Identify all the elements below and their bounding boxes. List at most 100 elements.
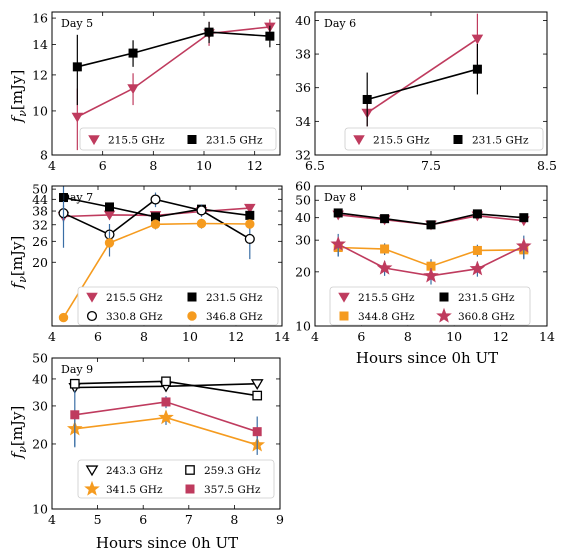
- legend-marker: [439, 292, 449, 302]
- series-layer: [57, 186, 256, 323]
- series-215-5-ghz: [361, 13, 484, 127]
- series-259-3-ghz: [69, 376, 263, 401]
- data-point: [58, 312, 69, 323]
- x-tick-label: 7.5: [421, 158, 441, 173]
- data-point: [72, 62, 82, 72]
- plot-frame: [51, 185, 283, 327]
- series-341-5-ghz: [66, 409, 266, 455]
- legend-label: 231.5 GHz: [206, 134, 263, 146]
- x-tick-label: 5: [94, 512, 102, 527]
- x-tick-label: 4: [48, 329, 56, 344]
- plot-frame: [314, 185, 548, 327]
- x-tick-label: 10: [182, 329, 198, 344]
- series-line: [366, 38, 478, 114]
- plot-frame: [51, 11, 281, 156]
- legend-box: [329, 286, 531, 326]
- legend-marker: [436, 307, 452, 323]
- legend-marker: [187, 311, 197, 321]
- legend-label: 346.8 GHz: [206, 311, 263, 323]
- legend-marker: [185, 465, 195, 475]
- data-point: [380, 214, 390, 224]
- data-point: [265, 31, 275, 41]
- data-point: [244, 203, 256, 214]
- data-point: [70, 410, 80, 420]
- legend-marker: [88, 135, 100, 146]
- data-point: [515, 237, 532, 253]
- legend-marker: [187, 292, 197, 302]
- legend: 243.3 GHz 259.3 GHz 341.5 GHz 357.5 GHz: [77, 459, 275, 499]
- legend-marker: [338, 292, 350, 303]
- legend-label: 357.5 GHz: [204, 484, 261, 496]
- legend-marker: [185, 484, 195, 494]
- series-line: [77, 31, 270, 68]
- legend-marker: [86, 292, 98, 303]
- x-tick-label: 8: [230, 512, 238, 527]
- y-tick-label: 60: [295, 179, 311, 194]
- x-tick-label: 4: [48, 512, 56, 527]
- legend-label: 330.8 GHz: [106, 311, 163, 323]
- legend-label: 360.8 GHz: [458, 311, 515, 323]
- data-point: [150, 219, 161, 229]
- panel-day-6: 6.5 7.5 8.5 32 34 36 38 40 Day 6 215.5 GHz 231.5 G…: [295, 11, 557, 173]
- svg-text:fν[mJy]: fν[mJy]: [8, 236, 29, 290]
- series-346-8-ghz: [58, 186, 255, 323]
- svg-text:fν[mJy]: fν[mJy]: [8, 406, 29, 460]
- legend-label: 344.8 GHz: [358, 311, 415, 323]
- data-point: [471, 34, 484, 45]
- data-point: [362, 94, 372, 104]
- legend: 215.5 GHz 231.5 GHz 330.8 GHz 346.8 GHz: [77, 286, 279, 326]
- data-point: [104, 238, 115, 248]
- y-tick-label: 44: [32, 192, 48, 207]
- legend-label: 341.5 GHz: [106, 484, 163, 496]
- y-tick-label: 38: [32, 204, 48, 219]
- series-360-8-ghz: [330, 233, 532, 285]
- ylabel-row3: fν[mJy]: [8, 406, 29, 460]
- legend-marker: [84, 480, 100, 496]
- x-tick-label: 14: [539, 329, 555, 344]
- series-231-5-ghz: [72, 21, 275, 106]
- data-point: [158, 409, 174, 425]
- x-tick-label: 4: [311, 329, 319, 344]
- y-tick-label: 36: [295, 80, 311, 95]
- panel-day-5: 4 6 8 10 12 8 10 12 14 16 Day 5 215.5 GHz 231.5 GHz: [32, 11, 281, 173]
- panel-day-9: 4 5 6 7 8 9 10 20 30 40 50 Day 9 243.3 GHz 259.3 GHz 3…: [32, 351, 284, 528]
- data-point: [69, 378, 80, 389]
- plot-frame: [51, 357, 281, 510]
- x-tick-label: 10: [196, 158, 212, 173]
- data-point: [472, 209, 482, 219]
- data-point: [161, 376, 171, 387]
- legend: 215.5 GHz 231.5 GHz: [79, 127, 277, 151]
- xlabel-day9: Hours since 0h UT: [96, 534, 238, 552]
- legend-label: 215.5 GHz: [106, 292, 163, 304]
- y-tick-label: 10: [295, 319, 311, 334]
- data-point: [161, 397, 171, 407]
- legend-marker: [339, 311, 349, 321]
- y-tick-label: 32: [295, 148, 311, 163]
- series-layer: [361, 13, 484, 127]
- y-tick-label: 40: [32, 371, 48, 386]
- legend-label: 215.5 GHz: [108, 134, 165, 146]
- x-tick-label: 8.5: [537, 158, 557, 173]
- y-tick-label: 20: [32, 436, 48, 451]
- x-tick-label: 8: [404, 329, 412, 344]
- data-point: [250, 379, 264, 391]
- x-tick-label: 14: [274, 329, 290, 344]
- legend-box: [77, 286, 279, 326]
- data-point: [245, 219, 255, 229]
- legend-marker: [187, 135, 197, 145]
- panel-day-label: Day 9: [61, 363, 93, 376]
- data-point: [71, 112, 84, 123]
- data-point: [330, 235, 347, 251]
- data-point: [127, 84, 139, 95]
- y-tick-label: 14: [32, 37, 48, 52]
- series-357-5-ghz: [70, 390, 262, 450]
- y-tick-label: 16: [32, 11, 48, 26]
- x-tick-label: 12: [228, 329, 244, 344]
- x-tick-label: 6: [139, 512, 147, 527]
- plot-frame: [314, 11, 548, 156]
- y-tick-label: 40: [295, 13, 311, 28]
- y-tick-label: 10: [32, 502, 48, 517]
